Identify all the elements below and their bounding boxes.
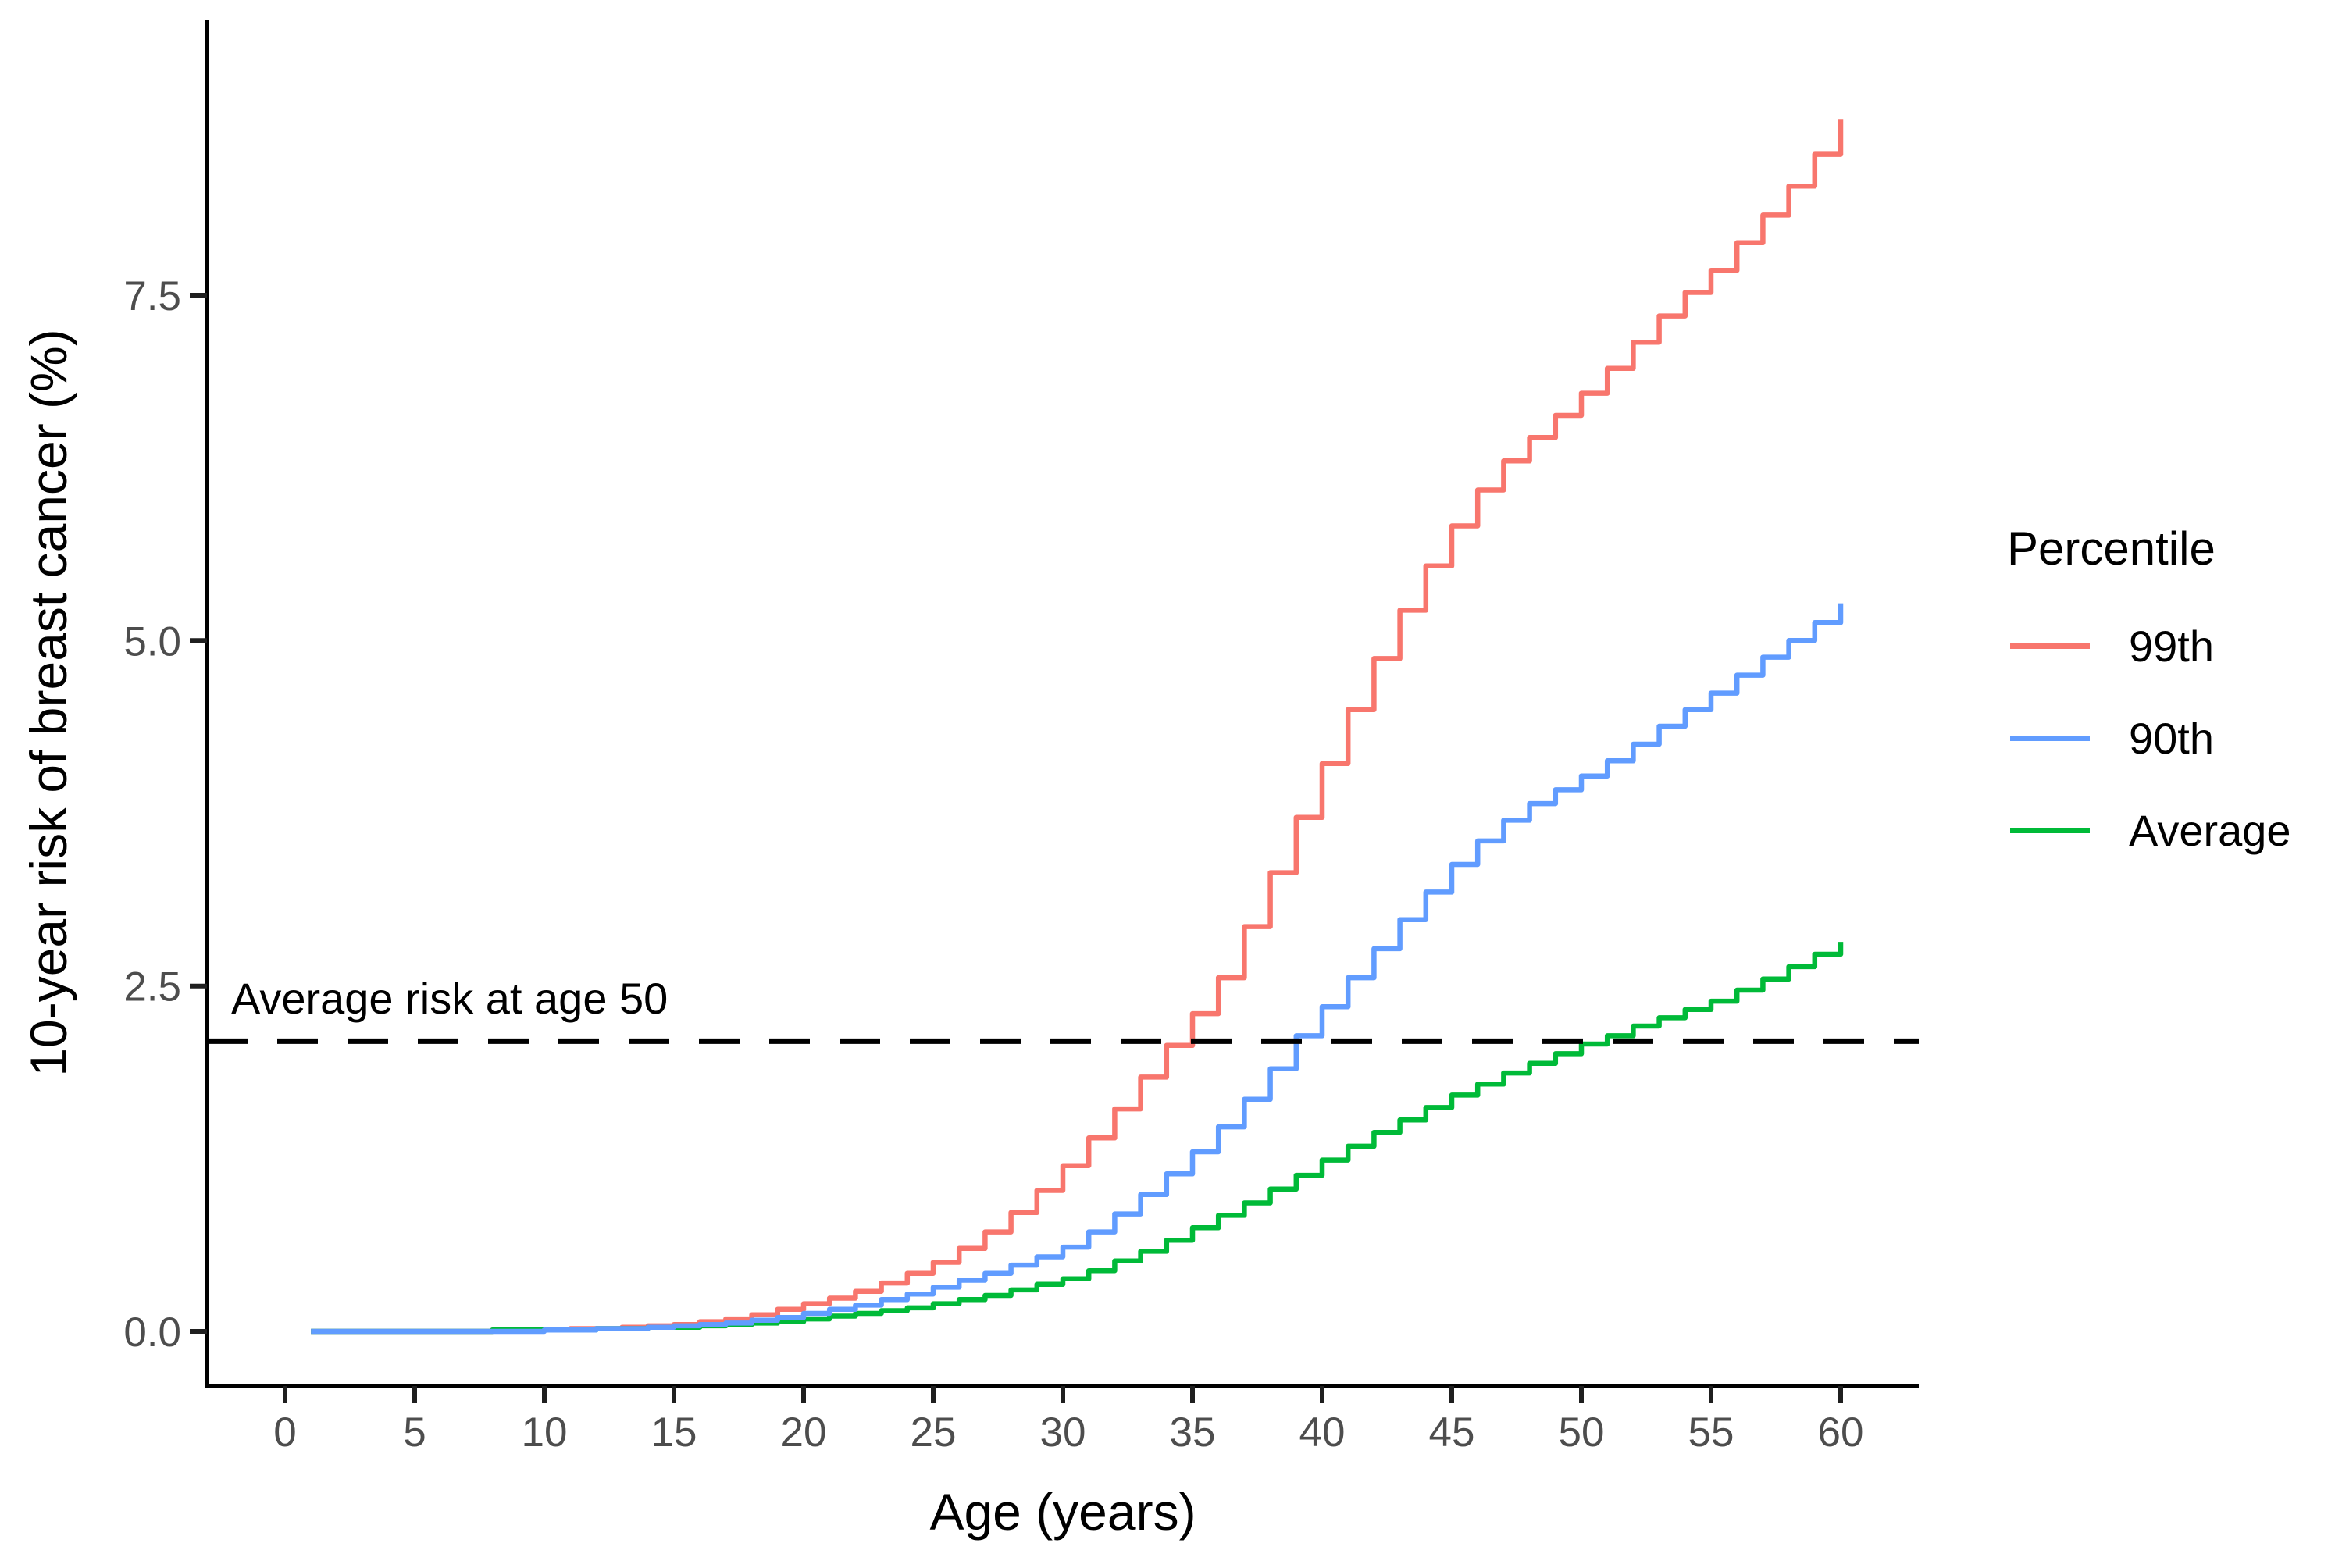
x-tick-label-60: 60 xyxy=(1818,1409,1864,1456)
legend-key-line-average xyxy=(2010,827,2090,833)
x-tick-label-20: 20 xyxy=(781,1409,827,1456)
y-tick-label-5.0: 5.0 xyxy=(123,618,181,665)
x-tick-label-40: 40 xyxy=(1299,1409,1346,1456)
x-tick-label-0: 0 xyxy=(273,1409,296,1456)
legend-key-line-99th xyxy=(2010,643,2090,649)
series-line-90th xyxy=(311,603,1844,1335)
x-tick-label-55: 55 xyxy=(1688,1409,1734,1456)
legend-label-average: Average xyxy=(2129,805,2291,855)
legend-label-90th: 90th xyxy=(2129,713,2214,763)
x-tick-label-5: 5 xyxy=(403,1409,426,1456)
y-tick-label-2.5: 2.5 xyxy=(123,964,181,1010)
legend: Percentile 99th 90th Average xyxy=(2007,521,2291,894)
legend-key-line-90th xyxy=(2010,735,2090,741)
y-tick-label-7.5: 7.5 xyxy=(123,273,181,319)
legend-label-99th: 99th xyxy=(2129,621,2214,671)
y-tick-label-0.0: 0.0 xyxy=(123,1310,181,1356)
reference-line-label: Average risk at age 50 xyxy=(231,974,668,1023)
x-tick-label-25: 25 xyxy=(911,1409,957,1456)
x-axis-title: Age (years) xyxy=(929,1483,1196,1541)
x-tick-label-15: 15 xyxy=(651,1409,697,1456)
legend-title: Percentile xyxy=(2007,522,2216,575)
x-tick-label-45: 45 xyxy=(1429,1409,1475,1456)
x-tick-label-50: 50 xyxy=(1559,1409,1605,1456)
x-tick-label-10: 10 xyxy=(522,1409,568,1456)
x-tick-label-35: 35 xyxy=(1170,1409,1216,1456)
legend-entry-99th: 99th xyxy=(2007,618,2291,674)
x-tick-label-30: 30 xyxy=(1040,1409,1086,1456)
legend-entry-90th: 90th xyxy=(2007,710,2291,766)
legend-entry-average: Average xyxy=(2007,802,2291,858)
y-axis-title: 10-year risk of breast cancer (%) xyxy=(20,329,77,1077)
series-line-99th xyxy=(311,119,1844,1335)
